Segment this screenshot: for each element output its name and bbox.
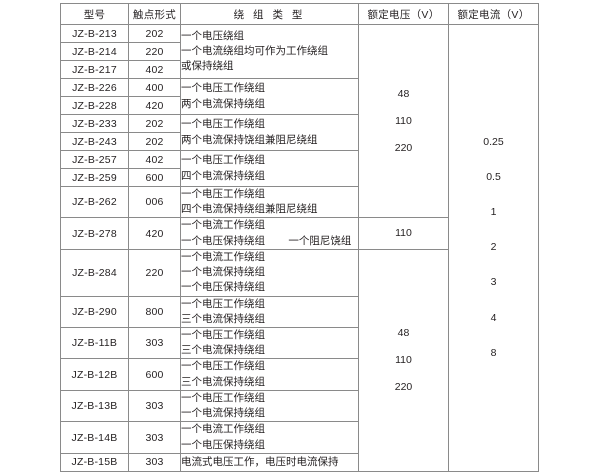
cell-winding-type: 一个电压工作绕组 四个电流保持绕组: [180, 150, 359, 187]
header-row: 型号 触点形式 绕 组 类 型 额定电压（V） 额定电流（V）: [60, 3, 539, 25]
cell-contact-form: 202: [128, 132, 181, 151]
column-header-model: 型号: [60, 3, 129, 25]
cell-model: JZ-B-262: [60, 185, 129, 219]
cell-model: JZ-B-11B: [60, 326, 129, 360]
rated-current-value: 3: [490, 276, 497, 289]
rated-current-value: 0.25: [483, 135, 504, 148]
cell-contact-form: 006: [128, 185, 181, 219]
cell-model: JZ-B-257: [60, 150, 129, 169]
cell-winding-type: 一个电压工作绕组 三个电流保持绕组: [180, 326, 359, 360]
cell-model: JZ-B-214: [60, 42, 129, 61]
table-row: JZ-B-228 420: [60, 96, 539, 115]
rated-voltage-value: 110: [395, 114, 412, 127]
column-header-current: 额定电流（V）: [448, 3, 539, 25]
cell-winding-type: 一个电压工作绕组 三个电流保持绕组: [180, 295, 359, 328]
rated-voltage-value: 48: [397, 327, 410, 340]
table-row: JZ-B-290 800 一个电压工作绕组 三个电流保持绕组: [60, 295, 539, 328]
cell-winding-type: 一个电压工作绕组 四个电流保持绕组兼阻尼绕组: [180, 185, 359, 219]
column-header-contact: 触点形式: [128, 3, 181, 25]
column-header-winding: 绕 组 类 型: [180, 3, 359, 25]
table-row: JZ-B-11B 303 一个电压工作绕组 三个电流保持绕组: [60, 326, 539, 360]
cell-rated-voltage: 110: [358, 217, 449, 250]
cell-model: JZ-B-13B: [60, 389, 129, 423]
cell-model: JZ-B-12B: [60, 358, 129, 391]
cell-contact-form: 303: [128, 326, 181, 360]
cell-model: JZ-B-284: [60, 248, 129, 297]
table-row: JZ-B-233 202 一个电压工作绕组 两个电流保持饶组兼阻尼绕组: [60, 114, 539, 151]
cell-winding-type: 一个电流工作绕组 一个电压保持绕组 一个阻尼饶组: [180, 217, 359, 250]
cell-model: JZ-B-233: [60, 114, 129, 133]
cell-contact-form: 402: [128, 150, 181, 169]
cell-model: JZ-B-243: [60, 132, 129, 151]
cell-model: JZ-B-228: [60, 96, 129, 115]
table-body: JZ-B-213 202 一个电压绕组 一个电流绕组均可作为工作绕组 或保持绕组 48…: [60, 23, 539, 472]
cell-contact-form: 220: [128, 248, 181, 297]
cell-model: JZ-B-290: [60, 295, 129, 328]
cell-winding-type: 一个电压工作绕组 一个电流保持绕组: [180, 389, 359, 423]
cell-model: JZ-B-14B: [60, 421, 129, 454]
table-row: JZ-B-257 402 一个电压工作绕组 四个电流保持绕组: [60, 150, 539, 187]
rated-voltage-value: 220: [394, 141, 413, 154]
cell-contact-form: 420: [128, 217, 181, 250]
cell-model: JZ-B-213: [60, 24, 129, 43]
table-row: JZ-B-12B 600 一个电压工作绕组 三个电流保持绕组: [60, 358, 539, 391]
cell-contact-form: 220: [128, 42, 181, 61]
cell-model: JZ-B-278: [60, 217, 129, 250]
cell-contact-form: 303: [128, 421, 181, 454]
cell-model: JZ-B-15B: [60, 452, 129, 472]
cell-winding-type: 一个电流工作绕组 一个电流保持绕组 一个电压保持绕组: [180, 248, 359, 297]
cell-model: JZ-B-217: [60, 60, 129, 79]
cell-rated-voltage: 48 110 220: [358, 248, 449, 472]
table-row: JZ-B-243 202: [60, 132, 539, 151]
rated-current-value: 0.5: [486, 170, 501, 183]
cell-contact-form: 600: [128, 358, 181, 391]
rated-current-value: 4: [490, 311, 497, 324]
cell-contact-form: 420: [128, 96, 181, 115]
cell-contact-form: 202: [128, 114, 181, 133]
cell-contact-form: 303: [128, 389, 181, 423]
specification-table: 型号 触点形式 绕 组 类 型 额定电压（V） 额定电流（V） JZ-B-213…: [60, 3, 539, 472]
cell-model: JZ-B-259: [60, 168, 129, 187]
table-row: JZ-B-226 400 一个电压工作绕组 两个电流保持绕组: [60, 78, 539, 115]
cell-winding-type: 一个电压工作绕组 两个电流保持饶组兼阻尼绕组: [180, 114, 359, 151]
cell-contact-form: 202: [128, 24, 181, 43]
cell-winding-type: 一个电压工作绕组 三个电流保持绕组: [180, 358, 359, 391]
rated-voltage-value: 110: [395, 353, 412, 366]
table-row: JZ-B-217 402: [60, 60, 539, 79]
cell-contact-form: 800: [128, 295, 181, 328]
rated-current-value: 2: [490, 241, 497, 254]
document-page: 型号 触点形式 绕 组 类 型 额定电压（V） 额定电流（V） JZ-B-213…: [60, 3, 539, 472]
rated-voltage-value: 110: [395, 227, 412, 240]
cell-rated-voltage: 48 110 220: [358, 23, 449, 219]
cell-winding-type: 一个电压绕组 一个电流绕组均可作为工作绕组 或保持绕组: [180, 24, 359, 79]
cell-rated-current: 0.25 0.5 1 2 3 4 8: [448, 24, 539, 472]
table-row: JZ-B-278 420 一个电流工作绕组 一个电压保持绕组 一个阻尼饶组 110: [60, 217, 539, 250]
rated-current-value: 8: [490, 346, 497, 359]
cell-model: JZ-B-226: [60, 78, 129, 97]
cell-winding-type: 电流式电压工作，电压时电流保持: [180, 452, 359, 472]
table-row: JZ-B-214 220: [60, 42, 539, 61]
table-header: 型号 触点形式 绕 组 类 型 额定电压（V） 额定电流（V）: [60, 3, 539, 25]
column-header-voltage: 额定电压（V）: [358, 3, 449, 25]
rated-voltage-value: 220: [394, 380, 413, 393]
cell-contact-form: 400: [128, 78, 181, 97]
table-row: JZ-B-262 006 一个电压工作绕组 四个电流保持绕组兼阻尼绕组: [60, 185, 539, 219]
cell-winding-type: 一个电压工作绕组 两个电流保持绕组: [180, 78, 359, 115]
table-row: JZ-B-213 202 一个电压绕组 一个电流绕组均可作为工作绕组 或保持绕组 48…: [60, 23, 539, 472]
cell-contact-form: 303: [128, 452, 181, 472]
cell-winding-type: 一个电流工作绕组 一个电压保持绕组: [180, 421, 359, 454]
cell-contact-form: 600: [128, 168, 181, 187]
cell-contact-form: 402: [128, 60, 181, 79]
rated-current-value: 1: [490, 206, 497, 219]
rated-voltage-value: 48: [397, 88, 410, 101]
